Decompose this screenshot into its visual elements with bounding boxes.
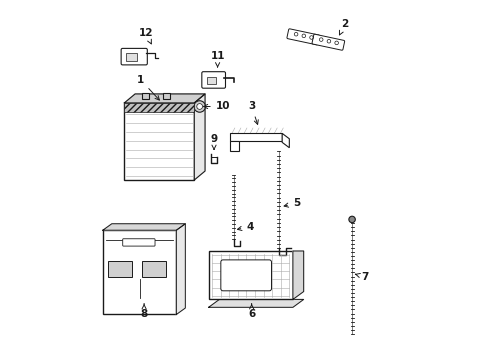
Text: 11: 11: [210, 51, 224, 67]
Text: 2: 2: [339, 19, 348, 35]
Text: 4: 4: [237, 222, 253, 231]
FancyBboxPatch shape: [122, 239, 155, 246]
Text: 12: 12: [139, 28, 153, 44]
FancyBboxPatch shape: [311, 34, 344, 50]
Bar: [206, 77, 215, 84]
Bar: [126, 53, 137, 60]
Bar: [102, 230, 176, 315]
FancyBboxPatch shape: [121, 48, 147, 65]
Bar: [230, 134, 282, 141]
Text: 5: 5: [284, 198, 300, 208]
Polygon shape: [124, 94, 204, 103]
Polygon shape: [176, 224, 185, 315]
Circle shape: [348, 216, 355, 223]
FancyBboxPatch shape: [221, 260, 271, 291]
Bar: [163, 93, 169, 99]
Bar: [142, 93, 149, 99]
Bar: [230, 141, 239, 151]
Text: 1: 1: [137, 75, 159, 100]
FancyBboxPatch shape: [202, 72, 225, 88]
Bar: [124, 103, 194, 112]
Text: 7: 7: [355, 272, 367, 282]
Text: 6: 6: [247, 304, 255, 319]
Text: 8: 8: [140, 304, 147, 319]
Polygon shape: [194, 94, 204, 180]
FancyBboxPatch shape: [286, 29, 319, 45]
Polygon shape: [282, 134, 289, 148]
Bar: [208, 251, 292, 300]
Text: 3: 3: [247, 102, 258, 124]
Circle shape: [196, 104, 202, 109]
Text: 10: 10: [203, 102, 230, 112]
Bar: [124, 103, 194, 180]
Bar: [108, 261, 132, 276]
Bar: [142, 261, 166, 276]
Polygon shape: [208, 300, 303, 307]
Polygon shape: [102, 224, 185, 230]
Polygon shape: [292, 251, 303, 300]
Text: 9: 9: [210, 134, 217, 149]
Circle shape: [194, 101, 205, 112]
